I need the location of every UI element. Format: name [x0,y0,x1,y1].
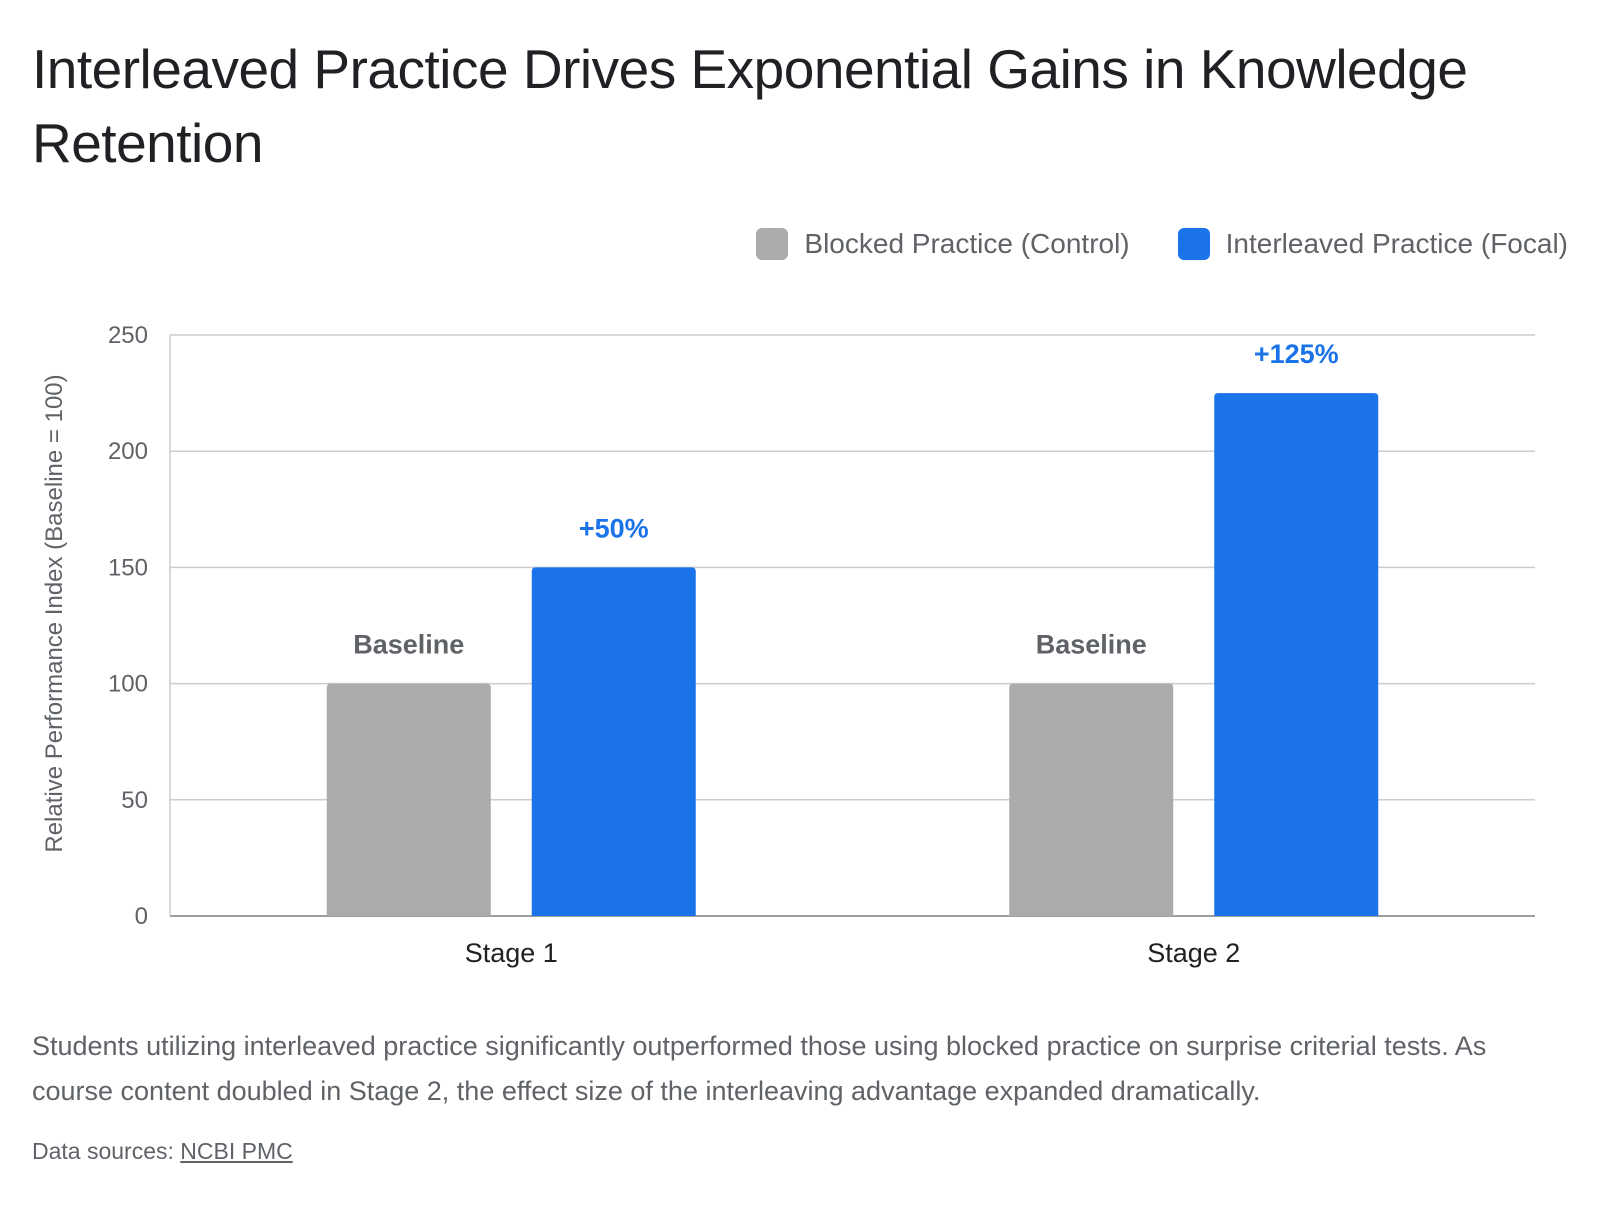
y-tick-label: 150 [108,554,148,581]
bars [326,393,1379,917]
y-tick-labels: 0 50 100 150 200 250 [108,322,148,930]
source-link[interactable]: NCBI PMC [180,1138,293,1164]
legend-swatch-control [756,228,789,260]
legend-item-control[interactable]: Blocked Practice (Control) [756,228,1130,260]
legend-label-focal: Interleaved Practice (Focal) [1225,228,1568,259]
source-prefix: Data sources: [32,1138,181,1164]
y-tick-label: 100 [108,671,148,698]
chart-title: Interleaved Practice Drives Exponential … [32,38,1468,174]
bar-control-stage-2 [1009,683,1174,916]
y-tick-label: 0 [135,903,148,930]
data-labels: Baseline +50% Baseline +125% [353,339,1338,659]
bar-focal-stage-2 [1214,393,1379,917]
y-tick-label: 50 [121,787,148,814]
data-source: Data sources: NCBI PMC [32,1138,293,1165]
legend-item-focal[interactable]: Interleaved Practice (Focal) [1177,228,1568,260]
y-tick-label: 200 [108,438,148,465]
x-category-label: Stage 2 [1147,938,1240,968]
legend: Blocked Practice (Control) Interleaved P… [756,228,1568,260]
x-category-labels: Stage 1 Stage 2 [465,938,1241,968]
legend-swatch-focal [1177,228,1210,260]
legend-label-control: Blocked Practice (Control) [804,228,1130,259]
bar-control-stage-1 [326,683,491,916]
data-label-focal-stage-2: +125% [1254,339,1339,369]
bar-focal-stage-1 [531,567,696,916]
bar-chart: 0 50 100 150 200 250 Baseline +50% Baseline +125… [41,322,1535,968]
data-label-control-stage-1: Baseline [353,630,464,660]
x-category-label: Stage 1 [465,938,558,968]
y-tick-label: 250 [108,322,148,349]
data-label-control-stage-2: Baseline [1036,630,1147,660]
chart-caption: Students utilizing interleaved practice … [32,1031,1487,1106]
data-label-focal-stage-1: +50% [579,513,649,543]
y-axis-title: Relative Performance Index (Baseline = 1… [41,374,68,852]
